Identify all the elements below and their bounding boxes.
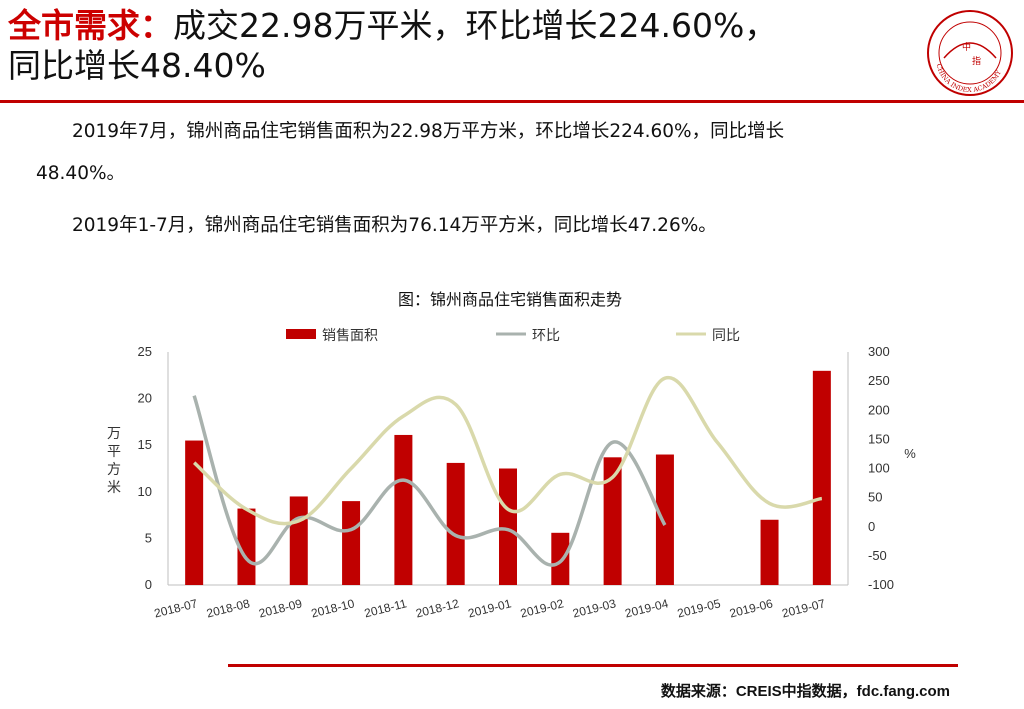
bar-sales-area [237,508,256,585]
y2-tick-label: 50 [868,490,882,505]
x-tick-label: 2018-09 [257,596,303,620]
x-tick-label: 2018-08 [205,596,251,620]
paragraph-2: 2019年1-7月，锦州商品住宅销售面积为76.14万平方米，同比增长47.26… [72,215,717,236]
x-tick-label: 2019-01 [467,596,513,620]
y-tick-label: 25 [138,344,152,359]
y-tick-label: 15 [138,437,152,452]
legend-mom-label: 环比 [532,327,560,343]
y-axis-label-char: 米 [107,479,121,495]
y-axis-label-char: 方 [107,461,121,477]
y2-tick-label: 300 [868,344,890,359]
chart-title: 图：锦州商品住宅销售面积走势 [397,290,622,309]
legend-sales-area-swatch [286,329,316,339]
bar-sales-area [446,462,465,585]
y-axis-label-char: 万 [107,425,121,441]
x-tick-label: 2019-06 [728,596,774,620]
line-yoy [192,376,823,526]
bar-sales-area [760,519,779,585]
bar-sales-area [655,454,674,585]
legend-sales-area-label: 销售面积 [322,327,378,343]
page-title-line1: 全市需求：成交22.98万平米，环比增长224.60%， [8,6,908,46]
x-tick-label: 2019-05 [676,596,722,620]
y2-tick-label: -100 [868,577,894,592]
y-tick-label: 20 [138,391,152,406]
bar-sales-area [499,468,517,585]
bar-sales-area [289,496,308,585]
bar-sales-area [812,370,831,585]
y-axis-label-char: 平 [107,443,121,459]
data-source: 数据来源：CREIS中指数据，fdc.fang.com [660,683,950,700]
y-tick-label: 5 [145,530,152,545]
page-title-line2: 同比增长48.40% [8,46,266,85]
bar-sales-area [342,501,361,585]
y-tick-label: 0 [145,577,152,592]
y-tick-label: 10 [138,484,152,499]
x-tick-label: 2018-11 [363,596,409,620]
paragraph-1-line-2: 48.40%。 [36,163,126,184]
page-header: 全市需求：成交22.98万平米，环比增长224.60%， 同比增长48.40% [8,6,908,86]
source-divider [228,664,958,667]
svg-text:指: 指 [972,55,981,67]
svg-text:中: 中 [962,41,971,53]
bar-sales-area [551,532,570,585]
paragraph-1-line-1: 2019年7月，锦州商品住宅销售面积为22.98万平方米，环比增长224.60%… [72,121,785,142]
x-tick-label: 2018-10 [310,596,356,620]
x-tick-label: 2019-04 [624,596,670,620]
bar-sales-area [394,434,413,585]
y2-tick-label: 100 [868,461,890,476]
y2-tick-label: 0 [868,519,875,534]
y2-tick-label: 250 [868,373,890,388]
china-index-academy-logo: 中 指 CHINA INDEX ACADEMY [927,10,1013,96]
y2-tick-label: 200 [868,402,890,417]
title-text: 成交22.98万平米，环比增长224.60%， [173,6,778,45]
header-divider [0,100,1024,103]
x-tick-label: 2018-07 [153,596,199,620]
legend-yoy-label: 同比 [712,327,740,343]
x-tick-label: 2018-12 [414,596,460,620]
x-tick-label: 2019-03 [571,596,617,620]
y2-tick-label: -50 [868,548,887,563]
y2-axis-label: % [904,446,916,461]
title-keyword: 全市需求： [8,6,173,45]
bar-sales-area [185,440,204,585]
y2-tick-label: 150 [868,431,890,446]
x-tick-label: 2019-02 [519,596,565,620]
line-mom [192,395,667,567]
x-tick-label: 2019-07 [780,596,826,620]
bar-sales-area [603,457,622,585]
